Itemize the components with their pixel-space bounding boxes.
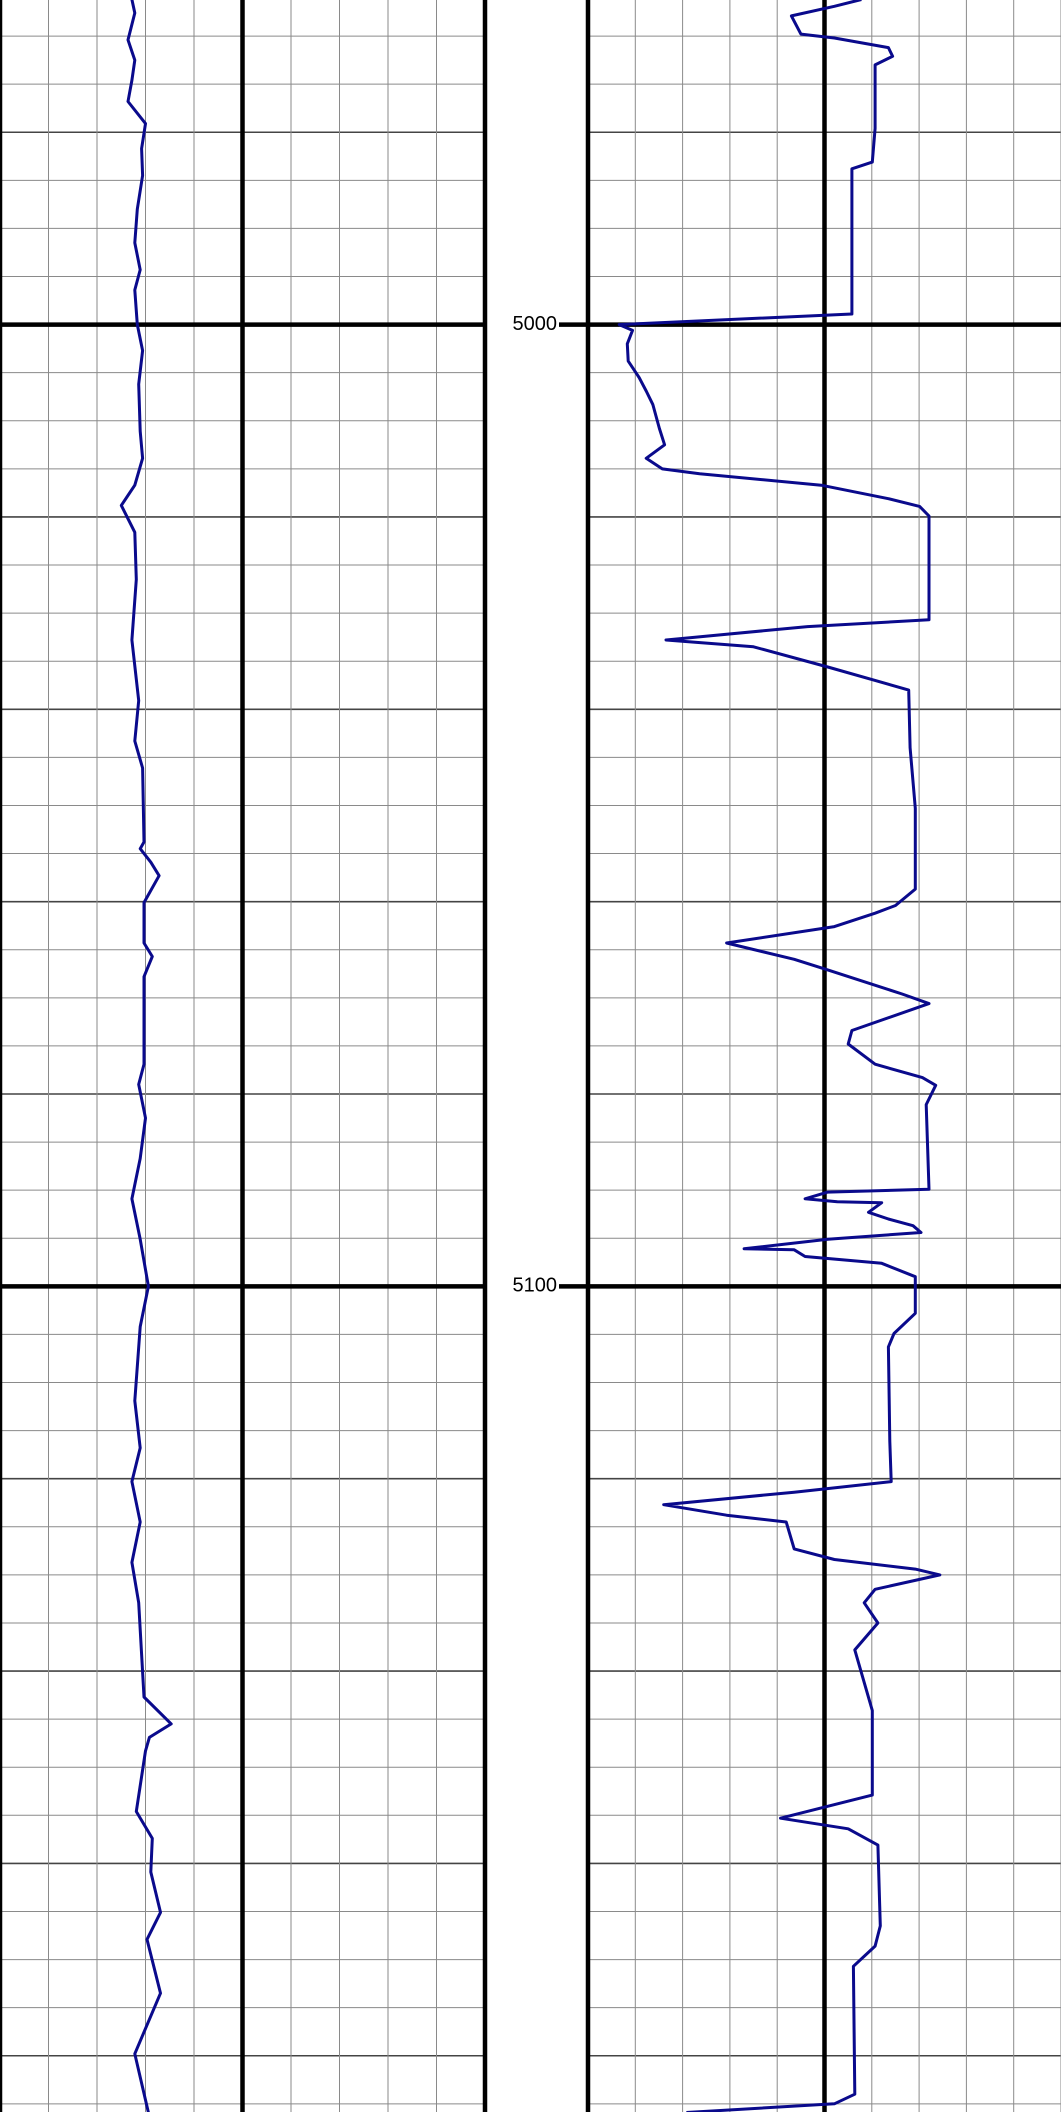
log-curve <box>617 0 942 2112</box>
depth-label: 5000 <box>513 313 558 335</box>
log-curve <box>119 0 173 2112</box>
depth-label: 5100 <box>513 1275 558 1297</box>
